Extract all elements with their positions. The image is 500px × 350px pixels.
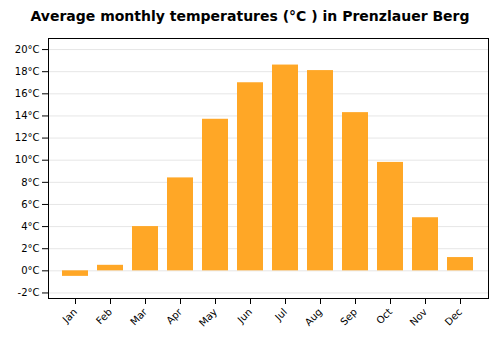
svg-text:14°C: 14°C [15,110,40,121]
svg-text:Oct: Oct [374,306,394,326]
svg-text:Sep: Sep [338,306,359,327]
svg-text:12°C: 12°C [15,132,40,143]
svg-text:Dec: Dec [443,306,464,327]
svg-text:Feb: Feb [94,306,114,326]
html-text:Average monthly temperatures (: Average monthly temperatures (°C ) in Pr… [30,8,470,24]
svg-text:Aug: Aug [303,306,325,328]
svg-text:May: May [197,306,219,328]
svg-text:6°C: 6°C [21,199,39,210]
svg-text:Jan: Jan [60,306,79,325]
svg-text:4°C: 4°C [21,221,39,232]
svg-text:Jun: Jun [235,306,255,326]
svg-text:20°C: 20°C [15,44,40,55]
svg-text:10°C: 10°C [15,154,40,165]
svg-text:18°C: 18°C [15,66,40,77]
svg-text:8°C: 8°C [21,177,39,188]
svg-text:Apr: Apr [164,306,185,327]
svg-text:Jul: Jul [272,306,289,323]
svg-text:16°C: 16°C [15,88,40,99]
svg-text:2°C: 2°C [21,243,39,254]
svg-text:Nov: Nov [408,306,430,328]
svg-text:0°C: 0°C [21,265,39,276]
svg-text:-2°C: -2°C [18,287,40,298]
svg-text:Mar: Mar [128,306,150,328]
